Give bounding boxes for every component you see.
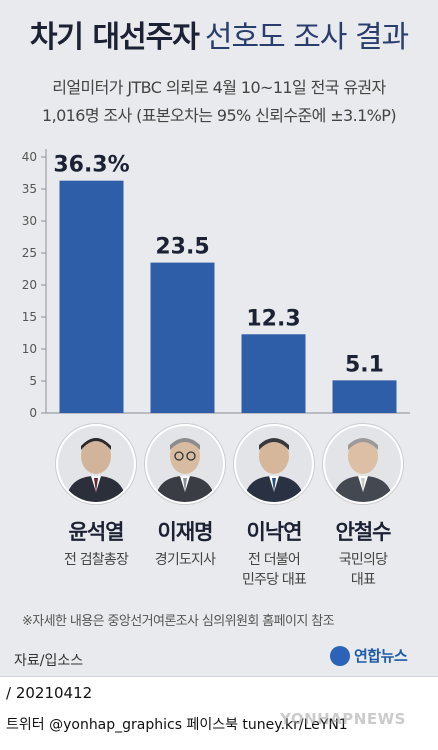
bar [241,334,306,413]
bar [59,180,124,413]
portrait-icon [56,424,136,504]
y-tick-label: 20 [22,278,37,292]
y-tick-label: 35 [22,182,37,196]
candidate-role-line-1: 전 검찰총장 [63,552,129,568]
bar [332,380,397,413]
y-tick-label: 30 [22,214,37,228]
candidate-role: 경기도지사 [138,550,232,570]
candidate-name: 안철수 [335,520,392,544]
source-label: 자료/입소스 [14,653,84,669]
chart-title: 차기 대선주자 선호도 조사 결과 [0,20,438,56]
watermark: YONHAPNEWS [280,710,406,728]
y-tick-label: 5 [29,374,37,388]
y-tick-label: 15 [22,310,37,324]
logo-text: 연합뉴스 [354,647,408,665]
y-tick-label: 40 [22,150,37,164]
social-line: 트위터 @yonhap_graphics 페이스북 tuney.kr/LeYN1 [6,717,348,733]
candidate-role: 전 검찰총장 [49,550,143,570]
candidate-role-line-2: 대표 [350,572,376,588]
data-label: 12.3 [246,306,300,331]
candidate-role-line-1: 경기도지사 [154,552,216,568]
portrait-icon [234,424,314,504]
bar [150,262,215,413]
candidate-role: 국민의당 대표 [316,550,410,590]
date-line: / 20210412 [6,684,93,702]
footnote: ※자세한 내용은 중앙선거여론조사 심의위원회 홈페이지 참조 [22,614,335,629]
portrait-icon [323,424,403,504]
subtitle-line-2: 1,016명 조사 (표본오차는 95% 신뢰수준에 ±3.1%P) [42,106,397,125]
y-tick-label: 25 [22,246,37,260]
subtitle-line-1: 리얼미터가 JTBC 의뢰로 4월 10~11일 전국 유권자 [52,78,386,97]
candidate-name: 이낙연 [246,520,303,544]
candidate-name: 윤석열 [68,520,125,544]
portrait-icon [145,424,225,504]
candidate-role-line-1: 국민의당 [338,552,388,568]
data-label: 5.1 [345,352,384,377]
y-tick-label: 0 [29,406,37,420]
candidate-card-lee-jm: 이재명 경기도지사 [138,424,232,570]
yonhap-logo-icon [330,645,350,666]
candidate-role-line-1: 전 더불어 [248,552,301,568]
candidate-card-yoon: 윤석열 전 검찰총장 [49,424,143,570]
bar-chart: 0 5 10 15 20 25 30 35 40 36.3% 23.5 12.3 5.1 [22,149,410,420]
candidate-name: 이재명 [157,520,214,544]
title-sub: 선호도 조사 결과 [204,20,409,55]
data-label: 23.5 [155,235,209,260]
title-main: 차기 대선주자 [29,20,200,55]
candidate-card-ahn: 안철수 국민의당 대표 [316,424,410,590]
candidate-role: 전 더불어 민주당 대표 [227,550,321,590]
yonhap-logo: 연합뉴스 [330,645,408,666]
infographic-card: 차기 대선주자 선호도 조사 결과 리얼미터가 JTBC 의뢰로 4월 10~11… [0,0,438,677]
candidate-role-line-2: 민주당 대표 [241,572,307,588]
candidate-card-lee-ny: 이낙연 전 더불어 민주당 대표 [227,424,321,590]
y-tick-label: 10 [22,342,37,356]
data-label: 36.3% [53,153,129,178]
